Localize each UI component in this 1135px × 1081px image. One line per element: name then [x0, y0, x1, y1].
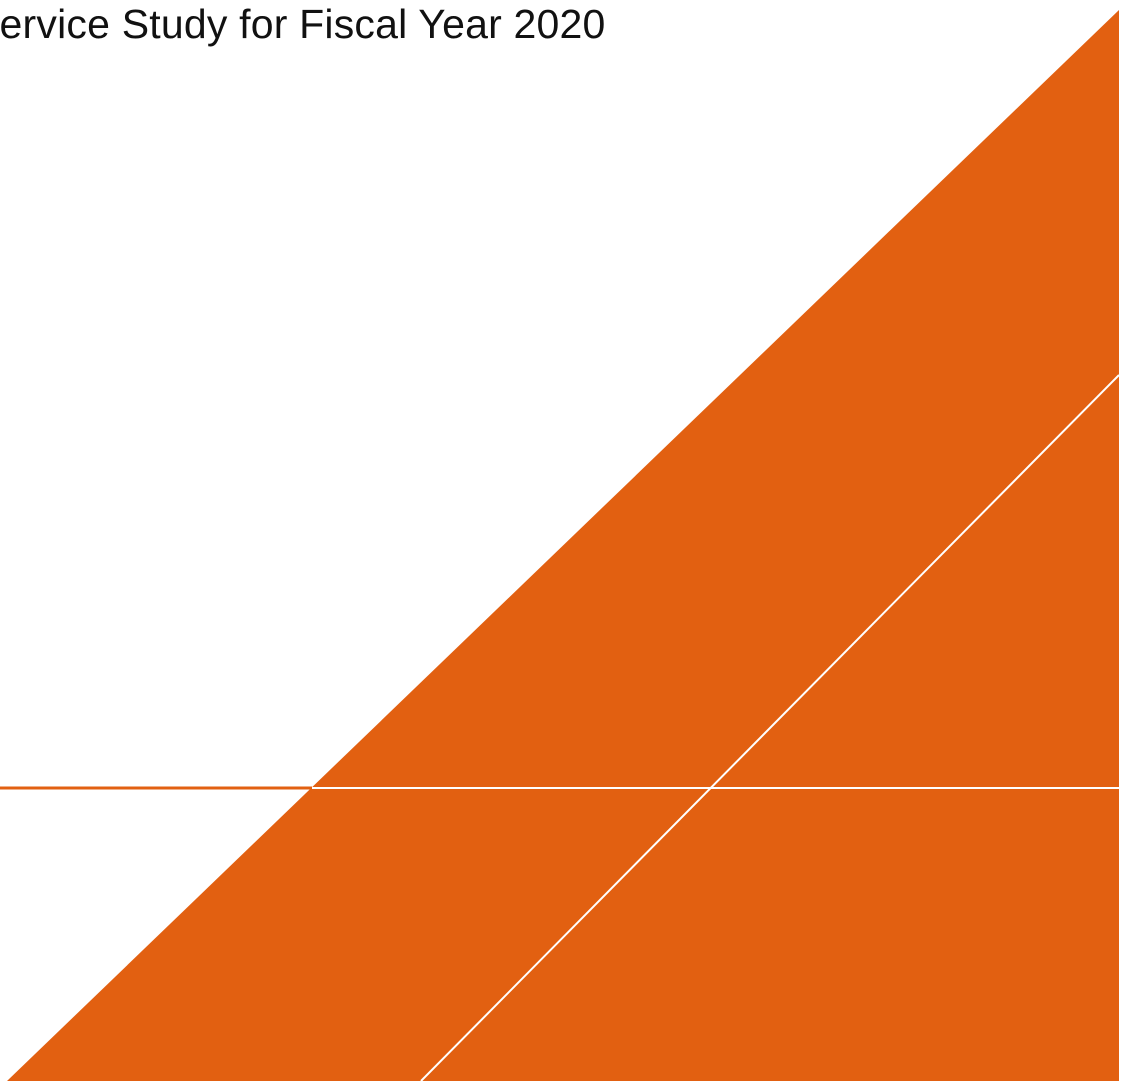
document-title: Service Study for Fiscal Year 2020	[0, 1, 606, 47]
orange-triangle	[7, 10, 1119, 1081]
diagonal-divider	[420, 374, 1120, 1081]
